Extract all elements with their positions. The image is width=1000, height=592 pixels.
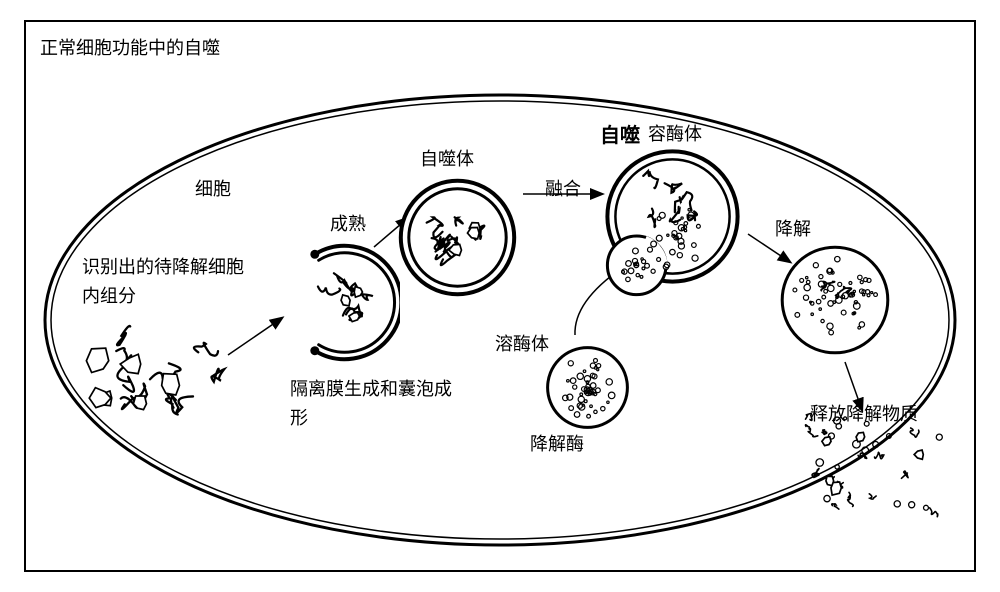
stage-autophagosome <box>390 170 525 305</box>
stage-autolysosome <box>595 140 750 310</box>
stage-phagophore <box>280 235 400 370</box>
label-fusion: 融合 <box>545 175 581 204</box>
stage-lysosome <box>540 340 635 435</box>
stage-released <box>790 410 950 520</box>
stage-debris <box>70 300 245 440</box>
stage-late <box>775 240 895 360</box>
label-membrane-form: 隔离膜生成和囊泡成 形 <box>290 375 452 433</box>
label-cell: 细胞 <box>195 175 231 204</box>
diagram-title: 正常细胞功能中的自噬 <box>40 34 220 63</box>
